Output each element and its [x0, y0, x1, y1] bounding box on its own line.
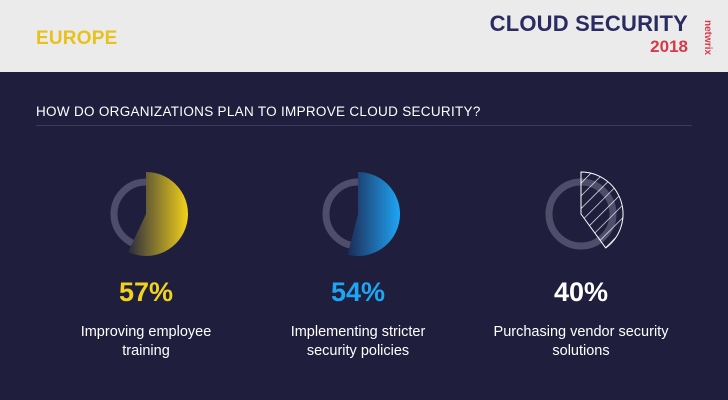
value-label: 57% [119, 277, 173, 307]
chart-item: 57% Improving employee training [81, 172, 212, 359]
region-label: EUROPE [36, 28, 118, 49]
pie-slice [580, 171, 624, 249]
header-band: EUROPE CLOUD SECURITY 2018 netwrix [0, 0, 728, 72]
chart-item: 40% Purchasing vendor security solutions [494, 171, 670, 359]
divider [36, 125, 692, 126]
pie-slice [347, 172, 401, 256]
pie-slice [128, 172, 189, 256]
brand-year: 2018 [650, 37, 688, 56]
chart-item: 54% Implementing stricter security policie… [291, 172, 426, 359]
brand-block: CLOUD SECURITY 2018 [490, 12, 688, 58]
category-label: Implementing stricter security policies [291, 324, 426, 359]
category-label: Purchasing vendor security solutions [494, 324, 670, 359]
value-label: 54% [331, 277, 385, 307]
brand-title: CLOUD SECURITY [489, 11, 688, 36]
category-label: Improving employee training [81, 324, 212, 359]
value-label: 40% [554, 277, 608, 307]
question-heading: HOW DO ORGANIZATIONS PLAN TO IMPROVE CLO… [36, 104, 481, 119]
